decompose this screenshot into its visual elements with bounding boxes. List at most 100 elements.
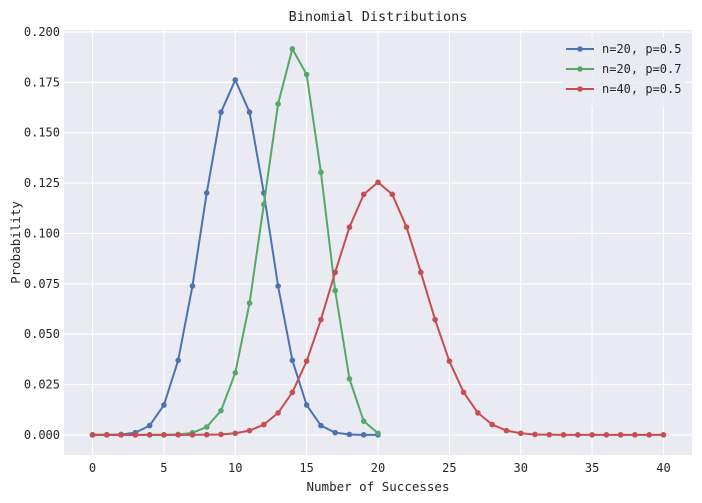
data-point [332,287,338,294]
data-point [332,429,338,436]
legend-label: n=40, p=0.5 [602,82,681,96]
data-point [617,432,624,438]
data-point [146,432,153,438]
y-tick-label: 0.000 [24,428,60,442]
data-point [246,109,253,115]
data-point [318,316,324,323]
y-tick-label: 0.175 [24,75,60,89]
data-point [275,101,281,107]
y-tick-label: 0.100 [24,226,60,240]
x-tick-label: 25 [442,461,456,475]
data-point [218,109,224,115]
y-tick-label: 0.200 [24,25,60,39]
data-point [546,431,553,438]
data-point [189,283,196,289]
x-tick-label: 35 [585,461,599,475]
data-point [460,389,467,396]
data-point [232,430,239,437]
data-point [432,316,438,323]
x-axis-label: Number of Successes [307,479,450,494]
data-point [275,410,281,416]
data-point [161,432,167,438]
data-point [232,77,239,83]
x-tick-label: 5 [160,461,167,475]
data-point [104,432,110,438]
data-point [446,358,453,364]
data-point [360,418,367,424]
data-point [318,169,324,176]
data-point [189,432,196,438]
data-point [303,71,310,78]
data-point [318,422,324,429]
data-point [118,432,124,438]
legend: n=20, p=0.5 n=20, p=0.7 n=40, p=0.5 [562,37,686,107]
data-point [575,432,581,438]
data-point [375,179,381,186]
data-point [560,432,567,438]
legend-label: n=20, p=0.5 [602,42,681,56]
data-point [332,269,338,276]
data-point [346,224,353,230]
data-point [532,431,538,438]
data-point [175,432,181,438]
data-point [375,430,381,437]
x-tick-label: 10 [228,461,242,475]
data-point [232,370,239,376]
data-point [303,358,310,364]
data-point [261,201,267,208]
data-point [517,430,524,437]
y-axis-label: Probability [8,201,23,284]
y-tick-label: 0.150 [24,126,60,140]
data-point [218,431,224,438]
data-point [632,432,638,438]
data-point [403,224,410,230]
data-point [132,432,139,438]
y-axis-ticks: 0.000 0.025 0.050 0.075 0.100 0.125 0.150 0.175… [24,25,60,442]
legend-item: n=40, p=0.5 [566,82,681,96]
legend-swatch-marker [577,86,583,92]
data-point [660,432,667,438]
legend-swatch-marker [577,66,583,72]
data-point [589,432,595,438]
data-point [603,432,610,438]
data-point [418,269,424,276]
data-point [275,283,281,289]
data-point [346,376,353,382]
data-point [289,46,296,52]
data-point [303,402,310,408]
y-tick-label: 0.125 [24,176,60,190]
data-point [346,431,353,438]
data-point [203,431,210,438]
x-tick-label: 40 [656,461,670,475]
chart-title: Binomial Distributions [289,9,468,25]
series-layer [89,46,667,438]
y-tick-label: 0.025 [24,378,60,392]
data-point [475,410,481,416]
data-point [646,432,652,438]
x-axis-ticks: 0 5 10 15 20 25 30 35 40 [89,461,671,475]
data-point [261,421,267,428]
data-point [146,422,153,429]
data-point [203,190,210,196]
data-point [89,432,96,438]
y-tick-label: 0.050 [24,327,60,341]
series-3 [89,179,667,438]
data-point [289,357,296,364]
data-point [289,389,296,396]
data-point [246,300,253,306]
data-point [161,402,167,408]
data-point [503,427,510,434]
data-point [360,191,367,198]
data-point [389,191,396,198]
legend-label: n=20, p=0.7 [602,62,681,76]
data-point [218,407,224,414]
legend-item: n=20, p=0.7 [566,62,681,76]
data-point [175,357,181,364]
x-tick-label: 20 [371,461,385,475]
legend-swatch-marker [577,46,583,52]
x-tick-label: 15 [299,461,313,475]
data-point [203,424,210,430]
x-tick-label: 0 [89,461,96,475]
legend-item: n=20, p=0.5 [566,42,681,56]
